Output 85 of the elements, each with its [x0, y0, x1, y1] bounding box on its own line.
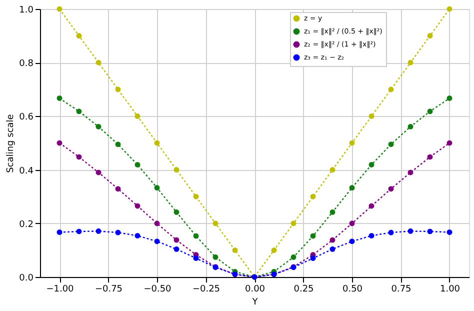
- point: [115, 186, 121, 192]
- point: [174, 237, 180, 243]
- point: [330, 167, 336, 173]
- point: [330, 246, 336, 252]
- point: [388, 230, 394, 236]
- point: [134, 162, 140, 168]
- point: [96, 228, 102, 234]
- point: [174, 167, 180, 173]
- y-tick-label: 0.2: [19, 220, 34, 230]
- x-tick-label: 1.00: [440, 284, 460, 294]
- point: [408, 170, 414, 176]
- x-tick-label: 0.50: [342, 284, 363, 294]
- point: [349, 140, 355, 146]
- y-tick-label: 0.8: [19, 59, 34, 70]
- point: [368, 162, 374, 168]
- point: [134, 232, 140, 238]
- point: [368, 113, 374, 119]
- point: [56, 6, 62, 12]
- point: [212, 220, 218, 226]
- point: [134, 203, 140, 209]
- point: [154, 220, 160, 226]
- point: [174, 209, 180, 215]
- point: [174, 246, 180, 252]
- point: [56, 230, 62, 235]
- x-tick-label: −0.25: [192, 284, 220, 294]
- point: [446, 140, 452, 146]
- point: [193, 194, 199, 200]
- point: [290, 254, 296, 260]
- point: [56, 96, 62, 101]
- x-axis-title: Y: [251, 298, 258, 308]
- point: [115, 86, 121, 92]
- y-tick-label: 0.0: [19, 274, 34, 284]
- point: [56, 140, 62, 146]
- point: [193, 233, 199, 239]
- point: [368, 232, 374, 238]
- point: [212, 254, 218, 260]
- x-tick-label: 0.75: [391, 284, 412, 294]
- point: [115, 230, 121, 236]
- y-tick-label: 0.6: [19, 112, 34, 123]
- point: [427, 228, 433, 234]
- x-tick-label: −1.00: [46, 284, 74, 294]
- point: [330, 209, 336, 215]
- point: [310, 194, 316, 200]
- point: [446, 96, 452, 101]
- point: [76, 228, 82, 234]
- point: [388, 86, 394, 92]
- point: [446, 230, 452, 235]
- x-tick-label: −0.75: [94, 284, 123, 294]
- point: [408, 124, 414, 130]
- point: [427, 108, 433, 114]
- point: [115, 142, 121, 148]
- point: [76, 154, 82, 160]
- point: [154, 185, 160, 190]
- point: [76, 108, 82, 114]
- x-tick-label: −0.50: [144, 284, 172, 294]
- point: [271, 247, 277, 253]
- point: [349, 238, 355, 244]
- point: [310, 256, 316, 261]
- point: [446, 6, 452, 12]
- point: [154, 140, 160, 146]
- point: [96, 170, 102, 176]
- x-tick-label: 0.25: [294, 284, 314, 294]
- point: [330, 237, 336, 243]
- point: [96, 124, 102, 130]
- point: [408, 60, 414, 66]
- point: [408, 228, 414, 234]
- point: [427, 33, 433, 39]
- point: [96, 60, 102, 66]
- point: [349, 185, 355, 190]
- point: [76, 33, 82, 39]
- point: [290, 220, 296, 226]
- point: [232, 247, 238, 253]
- y-tick-label: 0.4: [19, 166, 34, 176]
- point: [193, 256, 199, 261]
- point: [368, 203, 374, 209]
- point: [427, 154, 433, 160]
- point: [388, 142, 394, 148]
- x-tick-label: 0.00: [244, 284, 266, 294]
- point: [310, 233, 316, 239]
- y-tick-label: 1.0: [19, 6, 34, 16]
- point: [388, 186, 394, 192]
- y-axis-title: Scaling scale: [6, 114, 16, 173]
- point: [349, 220, 355, 226]
- point: [134, 113, 140, 119]
- point: [154, 238, 160, 244]
